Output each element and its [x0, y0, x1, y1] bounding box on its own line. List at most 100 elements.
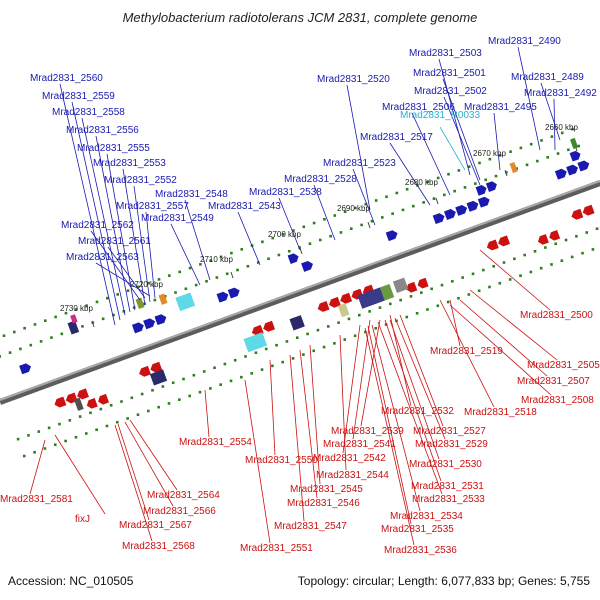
- gc-content-dot: [368, 310, 371, 313]
- gc-content-dot: [523, 253, 527, 257]
- annotation-block: [357, 287, 385, 309]
- gc-content-dot: [22, 454, 26, 458]
- gene-label-reverse: Mrad2831_2519: [430, 346, 503, 357]
- forward-gene-arrow: [485, 181, 497, 192]
- gene-label-forward: Mrad2831_2543: [208, 201, 281, 212]
- gene-label-forward: Mrad2831_2549: [141, 213, 214, 224]
- gc-content-dot: [209, 259, 213, 262]
- forward-gene-arrow: [143, 318, 156, 330]
- gc-content-dot: [184, 287, 188, 291]
- leader-line: [439, 299, 495, 408]
- gene-label-forward: Mrad2831_2523: [323, 158, 396, 169]
- gene-label-forward: Mrad2831_2528: [284, 174, 357, 185]
- gene-label-reverse: Mrad2831_2545: [290, 484, 363, 495]
- gc-content-dot: [171, 381, 175, 385]
- gc-content-dot: [409, 295, 413, 298]
- gc-content-dot: [75, 308, 78, 311]
- tick-label: 2720 kbp: [130, 280, 163, 289]
- forward-gene-arrow: [19, 363, 32, 375]
- gc-content-dot: [544, 246, 547, 249]
- gc-content-dot: [33, 323, 37, 326]
- gene-label-reverse: Mrad2831_2535: [381, 524, 454, 535]
- gc-content-dot: [360, 223, 363, 227]
- gc-content-dot: [384, 323, 388, 326]
- gene-label-reverse: Mrad2831_2533: [412, 494, 485, 505]
- gene-label-reverse: fixJ: [75, 514, 90, 525]
- leader-line: [553, 98, 556, 151]
- gc-content-dot: [219, 383, 222, 386]
- reverse-gene-arrow: [340, 292, 353, 304]
- gc-content-dot: [430, 287, 433, 291]
- gene-label-forward: Mrad2831_2538: [249, 187, 322, 198]
- leader-line: [399, 314, 444, 427]
- gc-content-dot: [81, 325, 84, 328]
- leader-line: [29, 439, 46, 495]
- gc-content-dot: [436, 304, 440, 308]
- reverse-gene-arrow: [549, 229, 561, 241]
- gc-content-dot: [539, 266, 543, 270]
- gc-content-dot: [560, 131, 564, 135]
- gc-content-dot: [256, 261, 260, 264]
- gc-content-dot: [484, 178, 487, 182]
- gc-content-dot: [446, 300, 450, 304]
- gc-content-dot: [519, 274, 522, 278]
- forward-gene-arrow: [477, 196, 490, 208]
- gc-content-dot: [287, 249, 291, 253]
- tick-mark: [504, 169, 508, 177]
- reverse-gene-arrow: [263, 320, 276, 332]
- gc-content-dot: [399, 298, 402, 302]
- gc-content-dot: [508, 278, 512, 281]
- gc-content-dot: [137, 285, 140, 289]
- gc-content-dot: [44, 319, 47, 323]
- gc-content-dot: [219, 255, 223, 259]
- gc-content-dot: [254, 351, 258, 355]
- gene-label-forward: Mrad2831_2558: [52, 107, 125, 118]
- forward-gene-arrow: [443, 209, 456, 220]
- gc-content-dot: [192, 373, 196, 377]
- reverse-gene-arrow: [54, 396, 67, 408]
- gc-content-dot: [488, 285, 491, 289]
- forward-gene-arrow: [432, 213, 445, 225]
- leader-line: [438, 58, 471, 176]
- gc-content-dot: [337, 321, 340, 324]
- gc-content-dot: [457, 296, 460, 300]
- reverse-gene-arrow: [98, 393, 110, 405]
- gc-content-dot: [513, 257, 516, 261]
- leader-line: [309, 344, 321, 485]
- leader-line: [313, 184, 336, 241]
- genome-backbone-highlight: [0, 180, 600, 401]
- gene-label-forward: Mrad2831_2555: [77, 143, 150, 154]
- leader-line: [117, 423, 150, 521]
- gc-content-dot: [19, 347, 22, 351]
- reverse-gene-arrow: [486, 239, 499, 251]
- gc-content-dot: [595, 227, 599, 231]
- tick-mark: [299, 247, 303, 255]
- forward-gene-arrow: [301, 260, 313, 272]
- gene-label-forward: Mrad2831_2562: [61, 220, 134, 231]
- leader-line: [71, 101, 121, 321]
- gene-label-forward: Mrad2831_2552: [104, 175, 177, 186]
- gene-label-reverse: Mrad2831_2530: [409, 459, 482, 470]
- gc-content-dot: [84, 432, 88, 435]
- gene-label-forward: Mrad2831_2563: [66, 252, 139, 263]
- leader-line: [114, 424, 153, 542]
- forward-gene-arrow: [455, 204, 468, 216]
- gene-label-reverse: Mrad2831_2500: [520, 310, 593, 321]
- gene-label-forward: Mrad2831_2559: [42, 91, 115, 102]
- tick-mark: [230, 271, 234, 279]
- gc-content-dot: [308, 242, 312, 246]
- annotation-block: [149, 369, 168, 386]
- gc-content-dot: [333, 214, 337, 217]
- forward-gene-arrow: [287, 253, 299, 264]
- gc-content-dot: [136, 413, 140, 417]
- annotation-block: [380, 283, 395, 301]
- leader-line: [122, 168, 146, 306]
- leader-line: [384, 319, 442, 482]
- gc-content-dot: [295, 336, 299, 339]
- leader-line: [352, 319, 371, 440]
- gc-content-dot: [318, 238, 322, 242]
- gene-label-forward: Mrad2831_2520: [317, 74, 390, 85]
- gc-content-dot: [525, 163, 529, 167]
- gc-content-dot: [461, 276, 464, 279]
- leader-line: [449, 299, 461, 347]
